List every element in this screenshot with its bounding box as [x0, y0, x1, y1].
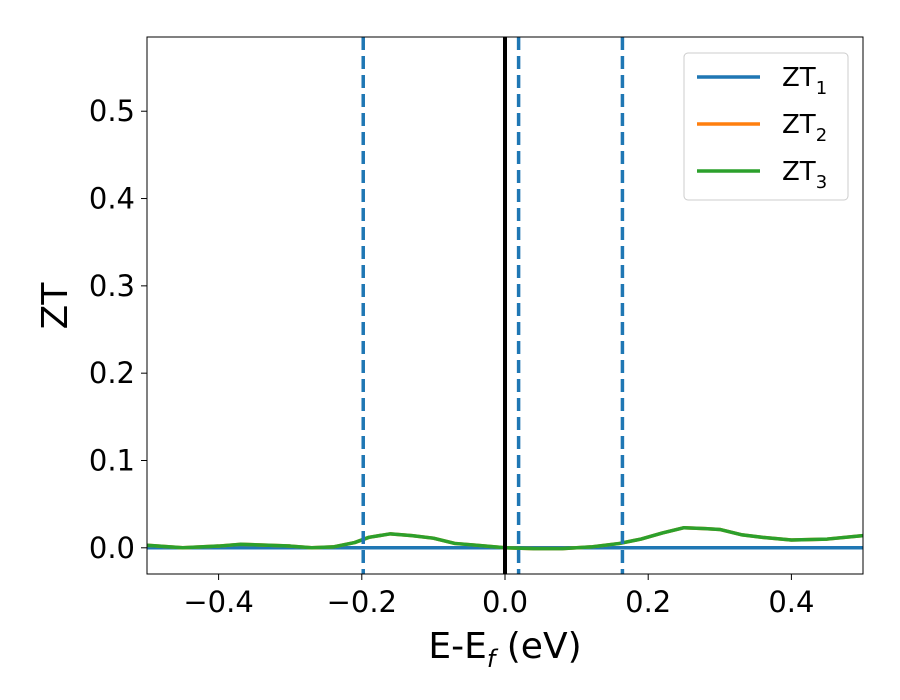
y-axis-label: ZT: [35, 282, 76, 330]
y-tick-label: 0.1: [89, 443, 135, 477]
x-tick-label: 0.4: [768, 585, 814, 619]
x-tick-label: 0.2: [625, 585, 671, 619]
y-tick-label: 0.2: [89, 356, 135, 390]
y-tick-label: 0.4: [89, 182, 135, 216]
x-tick-label: −0.2: [327, 585, 397, 619]
x-axis-label: E-Ef (eV): [428, 626, 581, 673]
x-tick-label: 0.0: [482, 585, 528, 619]
x-tick-label: −0.4: [183, 585, 253, 619]
legend: ZT1 ZT2 ZT3: [683, 52, 849, 201]
legend-box: [683, 52, 849, 201]
legend-label-3: ZT3: [782, 157, 827, 193]
y-tick-label: 0.0: [89, 531, 135, 565]
y-tick-label: 0.3: [89, 269, 135, 303]
series-line-3: [147, 525, 863, 551]
legend-label-2: ZT2: [782, 110, 827, 146]
y-tick-label: 0.5: [89, 94, 135, 128]
legend-label-1: ZT1: [782, 63, 827, 99]
